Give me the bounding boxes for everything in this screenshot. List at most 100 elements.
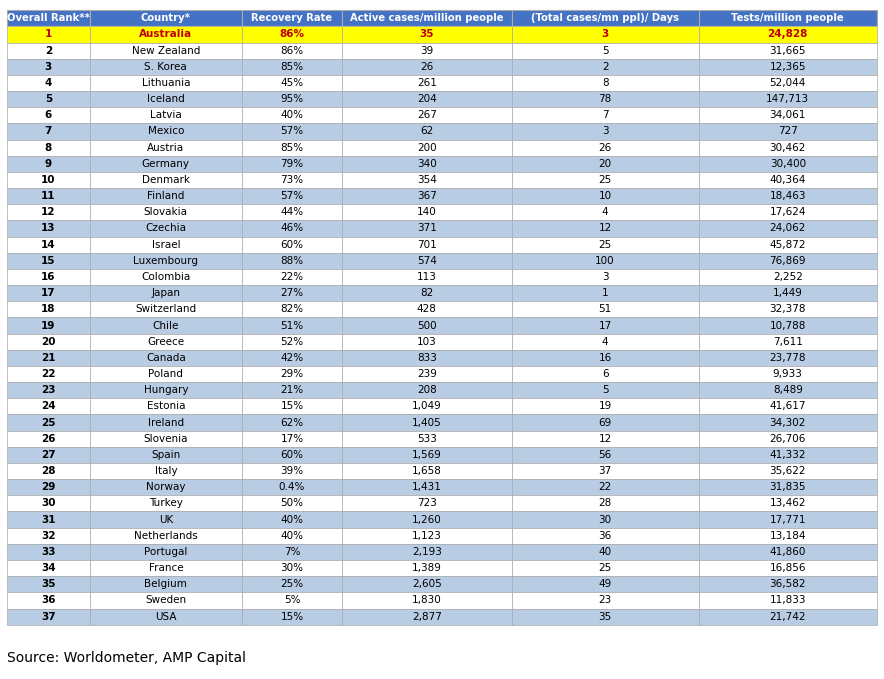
Text: Canada: Canada xyxy=(146,353,186,363)
Bar xyxy=(7,188,89,204)
Bar xyxy=(7,107,89,124)
Bar xyxy=(512,285,698,301)
Text: 34,061: 34,061 xyxy=(770,110,806,120)
Text: 31: 31 xyxy=(42,515,56,525)
Bar xyxy=(89,479,242,495)
Bar xyxy=(7,91,89,107)
Bar xyxy=(7,399,89,414)
Bar xyxy=(698,608,877,625)
Text: 39: 39 xyxy=(420,45,433,56)
Bar xyxy=(7,253,89,269)
Text: 31,835: 31,835 xyxy=(769,482,806,492)
Text: 31,665: 31,665 xyxy=(769,45,806,56)
Bar xyxy=(242,172,342,188)
Bar xyxy=(698,253,877,269)
Text: 23: 23 xyxy=(598,595,612,606)
Text: 17,771: 17,771 xyxy=(769,515,806,525)
Text: 147,713: 147,713 xyxy=(766,94,810,104)
Text: 4: 4 xyxy=(45,78,52,88)
Bar xyxy=(342,301,512,318)
Bar xyxy=(512,301,698,318)
Bar xyxy=(242,107,342,124)
Bar xyxy=(242,253,342,269)
Text: 32: 32 xyxy=(42,531,56,540)
Bar xyxy=(698,140,877,155)
Bar xyxy=(89,155,242,172)
Bar xyxy=(242,528,342,544)
Text: Slovakia: Slovakia xyxy=(144,207,187,217)
Bar xyxy=(242,414,342,430)
Text: 3: 3 xyxy=(602,126,608,136)
Text: 12,365: 12,365 xyxy=(769,62,806,72)
Text: 26,706: 26,706 xyxy=(770,434,806,443)
Text: 24,828: 24,828 xyxy=(767,29,808,39)
Bar xyxy=(342,366,512,382)
Text: 25: 25 xyxy=(598,240,612,250)
Bar xyxy=(89,253,242,269)
Bar xyxy=(512,188,698,204)
Text: 50%: 50% xyxy=(280,498,303,509)
Text: Finland: Finland xyxy=(147,191,185,201)
Bar xyxy=(7,333,89,350)
Bar xyxy=(242,350,342,366)
Bar xyxy=(242,447,342,463)
Bar xyxy=(512,366,698,382)
Text: 2,877: 2,877 xyxy=(412,612,442,621)
Bar xyxy=(342,333,512,350)
Bar xyxy=(698,43,877,58)
Text: 25: 25 xyxy=(42,418,56,428)
Bar xyxy=(242,430,342,447)
Text: 41,332: 41,332 xyxy=(769,450,806,460)
Text: 15%: 15% xyxy=(280,612,303,621)
Text: Poland: Poland xyxy=(149,369,183,379)
Text: 7,611: 7,611 xyxy=(773,337,803,347)
Text: 100: 100 xyxy=(595,256,615,266)
Bar xyxy=(698,236,877,253)
Text: 41,860: 41,860 xyxy=(770,547,806,557)
Text: UK: UK xyxy=(159,515,173,525)
Bar xyxy=(89,172,242,188)
Bar xyxy=(512,10,698,26)
Text: Estonia: Estonia xyxy=(147,401,185,411)
Text: 86%: 86% xyxy=(280,45,303,56)
Text: 40,364: 40,364 xyxy=(770,175,806,185)
Text: 86%: 86% xyxy=(279,29,304,39)
Bar xyxy=(7,155,89,172)
Text: 19: 19 xyxy=(42,320,56,331)
Bar xyxy=(242,269,342,285)
Bar xyxy=(342,75,512,91)
Bar xyxy=(89,511,242,528)
Bar xyxy=(512,528,698,544)
Bar xyxy=(89,204,242,221)
Text: 10: 10 xyxy=(598,191,612,201)
Text: 29: 29 xyxy=(42,482,56,492)
Bar xyxy=(698,221,877,236)
Text: 17: 17 xyxy=(41,288,56,298)
Text: 23: 23 xyxy=(42,385,56,395)
Bar xyxy=(242,155,342,172)
Bar xyxy=(7,269,89,285)
Text: 57%: 57% xyxy=(280,126,303,136)
Bar xyxy=(512,399,698,414)
Text: France: France xyxy=(149,563,183,573)
Text: 2: 2 xyxy=(45,45,52,56)
Text: 13,462: 13,462 xyxy=(769,498,806,509)
Bar xyxy=(698,75,877,91)
Bar xyxy=(342,155,512,172)
Text: 26: 26 xyxy=(42,434,56,443)
Bar xyxy=(698,285,877,301)
Bar xyxy=(512,576,698,592)
Text: Slovenia: Slovenia xyxy=(143,434,188,443)
Text: 26: 26 xyxy=(420,62,433,72)
Text: 40%: 40% xyxy=(280,531,303,540)
Text: 51: 51 xyxy=(598,304,612,314)
Bar xyxy=(242,91,342,107)
Text: 22: 22 xyxy=(598,482,612,492)
Text: 1,830: 1,830 xyxy=(412,595,442,606)
Bar xyxy=(7,382,89,399)
Text: 24: 24 xyxy=(41,401,56,411)
Bar xyxy=(7,447,89,463)
Bar xyxy=(698,382,877,399)
Bar xyxy=(512,333,698,350)
Bar xyxy=(698,269,877,285)
